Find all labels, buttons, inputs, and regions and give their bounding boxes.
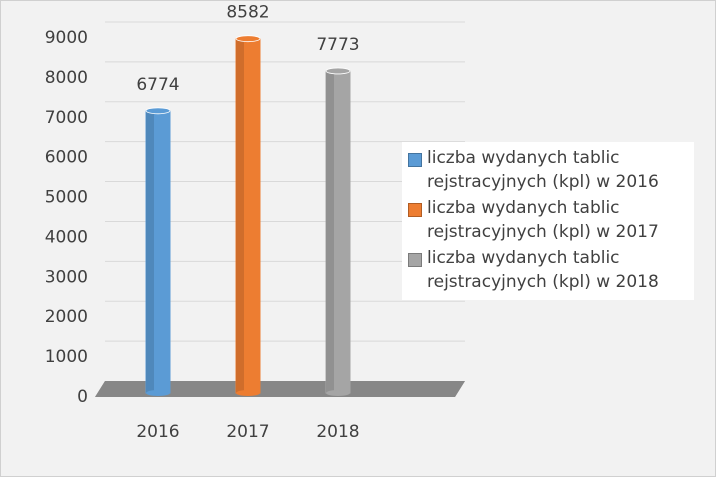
legend-label: liczba wydanych tablic rejstracyjnych (k… — [427, 148, 659, 192]
data-label: 7773 — [316, 35, 359, 55]
y-tick-label: 1000 — [45, 347, 88, 367]
y-tick-label: 4000 — [45, 227, 88, 247]
data-label: 6774 — [136, 75, 179, 95]
legend-label: liczba wydanych tablic rejstracyjnych (k… — [427, 198, 659, 242]
bar-bottom — [146, 390, 170, 396]
bar-shade — [236, 38, 244, 394]
legend-item: liczba wydanych tablic rejstracyjnych (k… — [408, 246, 690, 294]
legend-swatch — [408, 253, 422, 267]
y-tick-label: 2000 — [45, 307, 88, 327]
bar-top — [145, 107, 171, 115]
data-label: 8582 — [226, 3, 269, 23]
bar-shade — [146, 110, 154, 393]
floor-top — [95, 381, 465, 397]
y-tick-label: 7000 — [45, 108, 88, 128]
bar-bottom — [326, 390, 350, 396]
y-tick-label: 6000 — [45, 148, 88, 168]
legend-item: liczba wydanych tablic rejstracyjnych (k… — [408, 196, 690, 244]
legend-swatch — [408, 203, 422, 217]
bar-top — [325, 67, 351, 75]
y-tick-label: 8000 — [45, 68, 88, 88]
bar-shade — [326, 70, 334, 393]
bar-bottom — [236, 390, 260, 396]
legend-swatch — [408, 153, 422, 167]
y-tick-label: 5000 — [45, 188, 88, 208]
legend-label: liczba wydanych tablic rejstracyjnych (k… — [427, 248, 659, 292]
y-tick-label: 3000 — [45, 267, 88, 287]
legend-item: liczba wydanych tablic rejstracyjnych (k… — [408, 146, 690, 194]
x-tick-label: 2018 — [316, 422, 359, 442]
x-tick-label: 2017 — [226, 422, 269, 442]
y-tick-label: 0 — [77, 387, 88, 407]
bar-top — [235, 35, 261, 43]
bar — [235, 38, 261, 394]
legend: liczba wydanych tablic rejstracyjnych (k… — [402, 142, 694, 300]
y-tick-label: 9000 — [45, 28, 88, 48]
x-tick-label: 2016 — [136, 422, 179, 442]
